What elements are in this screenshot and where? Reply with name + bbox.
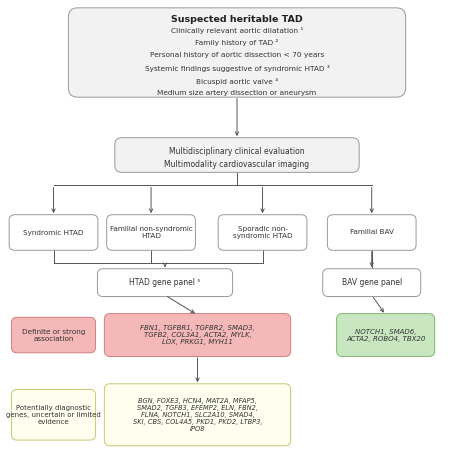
Text: Clinically relevant aortic dilatation ¹: Clinically relevant aortic dilatation ¹	[171, 27, 303, 33]
Text: BGN, FOXE3, HCN4, MAT2A, MFAP5,
SMAD2, TGFB3, EFEMP2, ELN, FBN2,
FLNA, NOTCH1, S: BGN, FOXE3, HCN4, MAT2A, MFAP5, SMAD2, T…	[133, 398, 262, 432]
Text: BAV gene panel: BAV gene panel	[342, 278, 402, 287]
Text: Definite or strong
association: Definite or strong association	[22, 329, 85, 341]
Text: Familial non-syndromic
HTAD: Familial non-syndromic HTAD	[109, 226, 192, 239]
FancyBboxPatch shape	[323, 269, 421, 297]
Text: NOTCH1, SMAD6,
ACTA2, ROBO4, TBX20: NOTCH1, SMAD6, ACTA2, ROBO4, TBX20	[346, 329, 425, 341]
FancyBboxPatch shape	[98, 269, 233, 297]
Text: Sporadic non-
syndromic HTAD: Sporadic non- syndromic HTAD	[233, 226, 292, 239]
FancyBboxPatch shape	[68, 8, 406, 97]
Text: Familial BAV: Familial BAV	[350, 230, 394, 235]
FancyBboxPatch shape	[9, 215, 98, 250]
FancyBboxPatch shape	[104, 384, 291, 446]
FancyBboxPatch shape	[337, 313, 435, 357]
Text: HTAD gene panel ⁵: HTAD gene panel ⁵	[129, 278, 201, 287]
Text: Syndromic HTAD: Syndromic HTAD	[23, 230, 84, 235]
FancyBboxPatch shape	[218, 215, 307, 250]
Text: FBN1, TGFBR1, TGFBR2, SMAD3,
TGFB2, COL3A1, ACTA2, MYLK,
LOX, PRKG1, MYH11: FBN1, TGFBR1, TGFBR2, SMAD3, TGFB2, COL3…	[140, 325, 255, 345]
Text: Suspected heritable TAD: Suspected heritable TAD	[171, 15, 303, 24]
Text: Personal history of aortic dissection < 70 years: Personal history of aortic dissection < …	[150, 52, 324, 58]
FancyBboxPatch shape	[11, 317, 96, 353]
Text: Medium size artery dissection or aneurysm: Medium size artery dissection or aneurys…	[157, 90, 317, 96]
Text: Multidisciplinary clinical evaluation: Multidisciplinary clinical evaluation	[169, 147, 305, 156]
Text: Systemic findings suggestive of syndromic HTAD ³: Systemic findings suggestive of syndromi…	[145, 65, 329, 72]
Text: Bicuspid aortic valve ⁴: Bicuspid aortic valve ⁴	[196, 78, 278, 85]
FancyBboxPatch shape	[328, 215, 416, 250]
Text: Multimodality cardiovascular imaging: Multimodality cardiovascular imaging	[164, 159, 310, 169]
FancyBboxPatch shape	[115, 138, 359, 173]
FancyBboxPatch shape	[104, 313, 291, 357]
FancyBboxPatch shape	[11, 390, 96, 440]
Text: Potentially diagnostic
genes, uncertain or limited
evidence: Potentially diagnostic genes, uncertain …	[6, 405, 101, 425]
FancyBboxPatch shape	[107, 215, 195, 250]
Text: Family history of TAD ²: Family history of TAD ²	[195, 39, 279, 46]
